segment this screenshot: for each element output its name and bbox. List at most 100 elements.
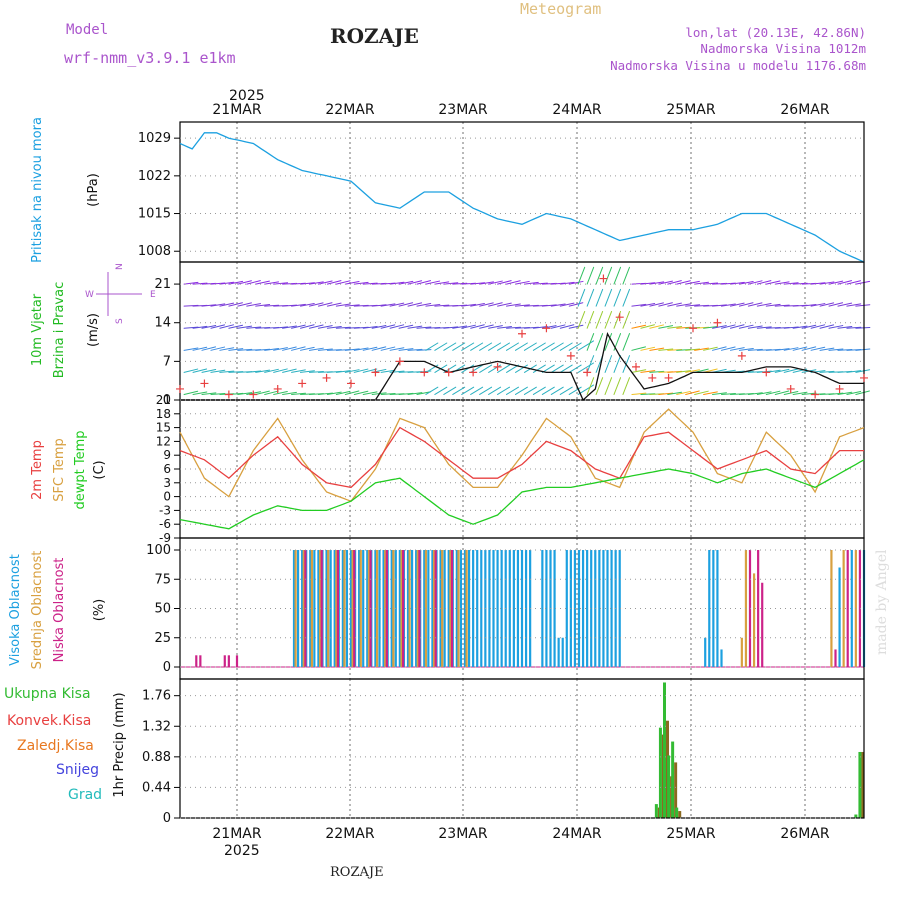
wind-arrow (237, 302, 252, 307)
wind-arrow (577, 288, 586, 307)
wind-title-2: Brzina i Pravac (52, 282, 67, 379)
tick-label: -6 (159, 517, 171, 531)
wind-arrow (846, 303, 862, 307)
wind-arrow (532, 325, 548, 329)
wind-arrow (703, 326, 718, 329)
wind-arrow (747, 348, 763, 351)
wind-arrow (192, 391, 208, 395)
wind-arrow (380, 346, 396, 351)
wind-arrow (246, 370, 262, 373)
gust-marker (200, 379, 209, 388)
wind-arrow (667, 280, 682, 285)
wind-arrow (541, 364, 555, 373)
wind-arrow (228, 280, 244, 285)
wind-arrow (541, 342, 555, 351)
wind-arrow (837, 302, 853, 307)
tick-label: 1008 (138, 244, 171, 259)
wind-arrow (568, 342, 582, 351)
day-label-bottom: 22MAR (325, 826, 374, 842)
day-label-bottom: 26MAR (780, 826, 829, 842)
wind-arrow (380, 324, 396, 329)
tick-label: 0 (163, 490, 171, 504)
wind-arrow (416, 349, 432, 351)
wind-arrow (237, 280, 252, 285)
conv-precip-bar (861, 751, 865, 818)
wind-arrow (282, 325, 297, 329)
day-label-bottom: 23MAR (438, 826, 487, 842)
model-elevation: Nadmorska Visina u modelu 1176.68m (610, 58, 866, 73)
compass-n: N (115, 263, 125, 270)
wind-arrow (738, 280, 754, 285)
pressure-unit: (hPa) (86, 173, 101, 207)
wind-arrow (649, 347, 665, 351)
wind-arrow (398, 392, 414, 395)
gust-marker (615, 313, 624, 322)
wind-arrow (479, 302, 494, 307)
wind-arrow (389, 347, 405, 351)
tick-label: 25 (154, 631, 171, 646)
wind-arrow (819, 281, 835, 285)
wind-arrow (326, 326, 342, 329)
wind-arrow (738, 324, 754, 329)
wind-arrow (649, 302, 664, 307)
wind-arrow (649, 324, 664, 329)
wind-arrow (667, 302, 682, 307)
wind-arrow (586, 266, 595, 285)
wind-arrow (317, 348, 333, 351)
wind-arrow (416, 326, 432, 329)
wind-arrow (622, 377, 630, 395)
wind-arrow (398, 280, 414, 285)
wind-arrow (819, 324, 835, 329)
wind-arrow (326, 370, 342, 373)
wind-arrow (819, 302, 835, 307)
wind-arrow (291, 346, 306, 351)
wind-arrow (443, 386, 457, 395)
tick-label: 21 (156, 393, 171, 407)
wind-arrow (506, 386, 519, 395)
wind-arrow (183, 347, 199, 351)
wind-arrow (407, 348, 423, 351)
wind-arrow (326, 280, 342, 285)
sfc-temp-line (179, 408, 865, 502)
wind-arrow (452, 386, 466, 395)
tick-label: 0.88 (142, 750, 171, 765)
gust-marker (273, 384, 282, 393)
wind-arrow (416, 391, 432, 395)
tick-label: 100 (146, 543, 171, 558)
wind-arrow (255, 348, 271, 351)
wind-arrow (667, 325, 683, 329)
wind-arrow (783, 347, 799, 351)
day-labels-bottom: 21MAR 22MAR 23MAR 24MAR 25MAR 26MAR (212, 826, 829, 842)
wind-arrow (228, 324, 244, 329)
gust-marker (371, 368, 380, 377)
wind-arrow (362, 368, 378, 373)
wind-arrow (264, 347, 280, 351)
wind-arrow (219, 281, 235, 285)
tick-label: -9 (159, 531, 171, 545)
wind-arrow (425, 280, 441, 285)
wind-arrow (514, 280, 530, 285)
wind-arrow (694, 281, 710, 285)
wind-arrow (747, 392, 763, 395)
wind-arrow (425, 342, 439, 351)
total-precip-bar (854, 814, 858, 818)
wind-arrow (703, 391, 718, 395)
wind-arrow (434, 342, 448, 351)
wind-arrow (344, 348, 360, 351)
wind-arrow (568, 324, 584, 329)
model-label: Model (66, 22, 108, 38)
day-label-bottom: 25MAR (666, 826, 715, 842)
gust-marker (811, 390, 820, 399)
wind-arrow (237, 325, 253, 329)
wind-arrow (237, 348, 253, 351)
wind-arrow (837, 325, 853, 329)
tick-label: 0 (163, 393, 171, 408)
wind-unit: (m/s) (86, 313, 101, 347)
wind-arrow (371, 304, 387, 307)
wind-arrow (712, 392, 727, 395)
wind-arrow (264, 390, 279, 395)
gust-marker (648, 373, 657, 382)
wind-arrow (774, 281, 790, 285)
wind-arrow (595, 333, 604, 351)
wind-arrow (685, 304, 701, 307)
